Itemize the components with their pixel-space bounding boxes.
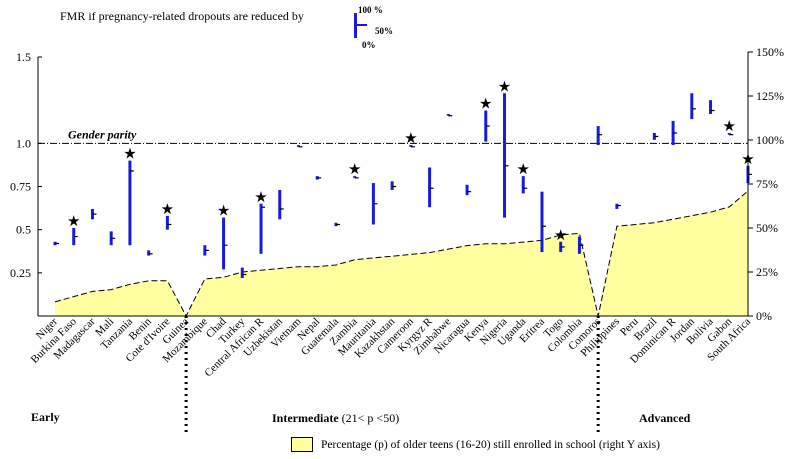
tick-labels: 0.25 0.5 0.75 1.0 1.5 0% 25% 50% 75% 100% 125% 150%… xyxy=(10,45,784,379)
enrollment-legend: Percentage (p) of older teens (16-20) st… xyxy=(291,437,660,452)
legend-label-0: 0% xyxy=(362,40,376,50)
left-tick-label-0: 0.25 xyxy=(10,266,31,280)
legend-mid-tick xyxy=(357,24,367,26)
group-intermediate-name: Intermediate xyxy=(272,411,339,425)
right-tick-label-4: 100% xyxy=(756,133,784,147)
enrollment-legend-label: Percentage (p) of older teens (16-20) st… xyxy=(321,438,660,451)
significance-star-4: ★ xyxy=(123,147,136,163)
significance-star-9: ★ xyxy=(217,204,230,220)
legend-label-50: 50% xyxy=(375,26,393,36)
enrollment-line xyxy=(54,190,749,318)
significance-star-1: ★ xyxy=(67,214,80,230)
axes xyxy=(37,51,753,317)
group-label-advanced: Advanced xyxy=(639,411,691,425)
significance-star-27: ★ xyxy=(554,228,567,244)
significance-star-16: ★ xyxy=(348,162,361,178)
legend-range-mark xyxy=(354,13,357,38)
legend-label-100: 100 % xyxy=(358,5,383,15)
left-tick-label-3: 1.0 xyxy=(16,136,31,150)
significance-star-36: ★ xyxy=(723,119,736,135)
significance-star-6: ★ xyxy=(161,202,174,218)
right-tick-label-0: 0% xyxy=(756,309,772,323)
legend-title: FMR if pregnancy-related dropouts are re… xyxy=(60,9,304,23)
group-label-early: Early xyxy=(31,410,60,424)
right-tick-label-6: 150% xyxy=(756,45,784,59)
left-tick-label-2: 0.75 xyxy=(10,180,31,194)
right-tick-label-1: 25% xyxy=(756,265,778,279)
significance-star-19: ★ xyxy=(404,131,417,147)
enrollment-area xyxy=(55,191,748,316)
group-intermediate-range: (21< p <50) xyxy=(338,411,400,425)
reference-lines: Gender parity xyxy=(38,127,748,436)
right-tick-label-2: 50% xyxy=(756,221,778,235)
gender-parity-label: Gender parity xyxy=(68,127,137,141)
right-tick-label-3: 75% xyxy=(756,177,778,191)
enrollment-legend-swatch xyxy=(291,437,313,452)
significance-star-25: ★ xyxy=(517,162,530,178)
significance-star-11: ★ xyxy=(254,190,267,206)
enrollment-area-layer xyxy=(54,190,749,318)
significance-star-24: ★ xyxy=(498,79,511,95)
group-label-intermediate: Intermediate (21< p <50) xyxy=(272,411,399,426)
significance-star-23: ★ xyxy=(479,97,492,113)
left-tick-label-1: 0.5 xyxy=(16,223,31,237)
right-tick-label-5: 125% xyxy=(756,89,784,103)
left-tick-label-4: 1.5 xyxy=(16,50,31,64)
